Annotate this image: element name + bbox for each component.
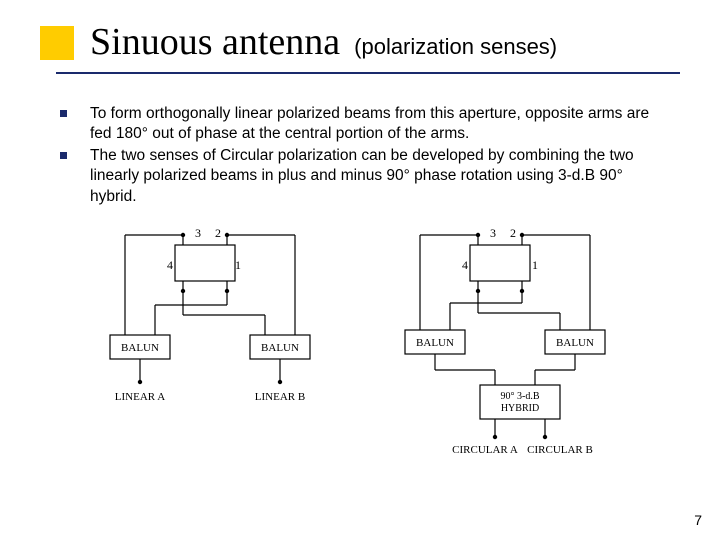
hybrid-label-line1: 90° 3-d.B: [501, 391, 540, 402]
diagram-circular: 3 2 4 1 BALUN BALUN 90° 3-d.B HYBRID CIR…: [385, 225, 625, 465]
output-label: CIRCULAR B: [527, 444, 593, 456]
balun-label: BALUN: [556, 337, 594, 349]
output-label: LINEAR A: [115, 391, 165, 403]
port-label: 2: [215, 226, 221, 240]
title-sub: (polarization senses): [354, 34, 557, 60]
port-label: 1: [532, 258, 538, 272]
balun-label: BALUN: [121, 342, 159, 354]
port-label: 3: [195, 226, 201, 240]
title-row: Sinuous antenna (polarization senses): [0, 20, 720, 64]
diagram-linear: 3 2 4 1 BALUN BALUN LINEAR A LINEAR B: [95, 225, 325, 465]
output-label: CIRCULAR A: [452, 444, 518, 456]
hybrid-label-line2: HYBRID: [501, 403, 539, 414]
port-label: 4: [167, 258, 173, 272]
port-label: 2: [510, 226, 516, 240]
output-label: LINEAR B: [255, 391, 305, 403]
bullet-item: To form orthogonally linear polarized be…: [60, 104, 660, 144]
balun-label: BALUN: [261, 342, 299, 354]
bullet-list: To form orthogonally linear polarized be…: [60, 104, 660, 207]
title-underline: [56, 72, 680, 74]
port-label: 3: [490, 226, 496, 240]
balun-label: BALUN: [416, 337, 454, 349]
port-label: 4: [462, 258, 468, 272]
title-block: Sinuous antenna (polarization senses): [0, 0, 720, 64]
diagram-area: 3 2 4 1 BALUN BALUN LINEAR A LINEAR B: [0, 225, 720, 465]
bullet-item: The two senses of Circular polarization …: [60, 146, 660, 206]
port-label: 1: [235, 258, 241, 272]
page-number: 7: [694, 512, 702, 528]
title-main: Sinuous antenna: [90, 20, 340, 64]
